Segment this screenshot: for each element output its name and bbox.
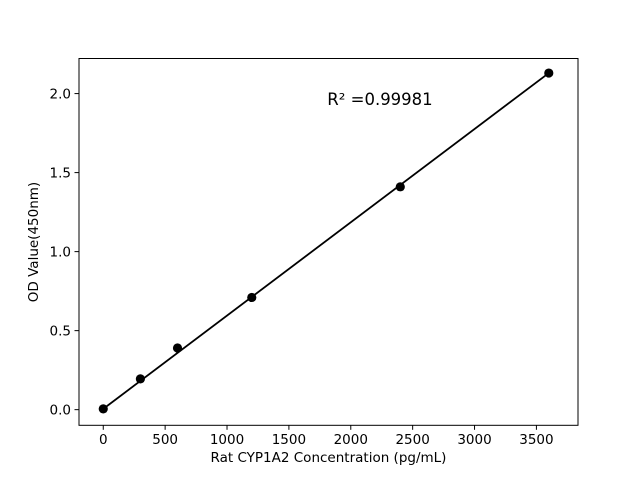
x-tick-label: 3500: [519, 432, 553, 448]
data-points-group: [98, 68, 554, 414]
y-axis-label: OD Value(450nm): [26, 182, 42, 302]
data-point: [247, 292, 257, 303]
x-tick-label: 2500: [395, 432, 429, 448]
y-tick-label: 0.0: [50, 402, 71, 418]
y-tick-label: 2.0: [50, 86, 71, 102]
x-tick-label: 0: [99, 432, 108, 448]
fit-line: [102, 72, 550, 410]
plot-frame: [78, 58, 579, 426]
y-tick-label: 1.0: [50, 244, 71, 260]
y-tick-label: 1.5: [50, 165, 71, 181]
data-point: [395, 182, 405, 192]
x-tick-label: 500: [152, 432, 178, 448]
fit-line-group: [102, 72, 550, 410]
x-tick-label: 2000: [334, 432, 368, 448]
axis-ticks: 0 500 1000 1500 2000 2500 3000 3500 0.0 0.5 1.0 1.5…: [50, 86, 554, 447]
x-tick-label: 3000: [457, 432, 491, 448]
x-tick-label: 1500: [272, 432, 306, 448]
data-point: [98, 404, 108, 414]
data-point: [172, 343, 183, 353]
x-tick-label: 1000: [210, 432, 244, 448]
data-point: [544, 68, 554, 78]
y-tick-label: 0.5: [50, 323, 71, 339]
x-axis-label: Rat CYP1A2 Concentration (pg/mL): [211, 450, 447, 466]
data-point: [135, 374, 145, 384]
r-squared-annotation: R² =0.99981: [327, 90, 432, 109]
